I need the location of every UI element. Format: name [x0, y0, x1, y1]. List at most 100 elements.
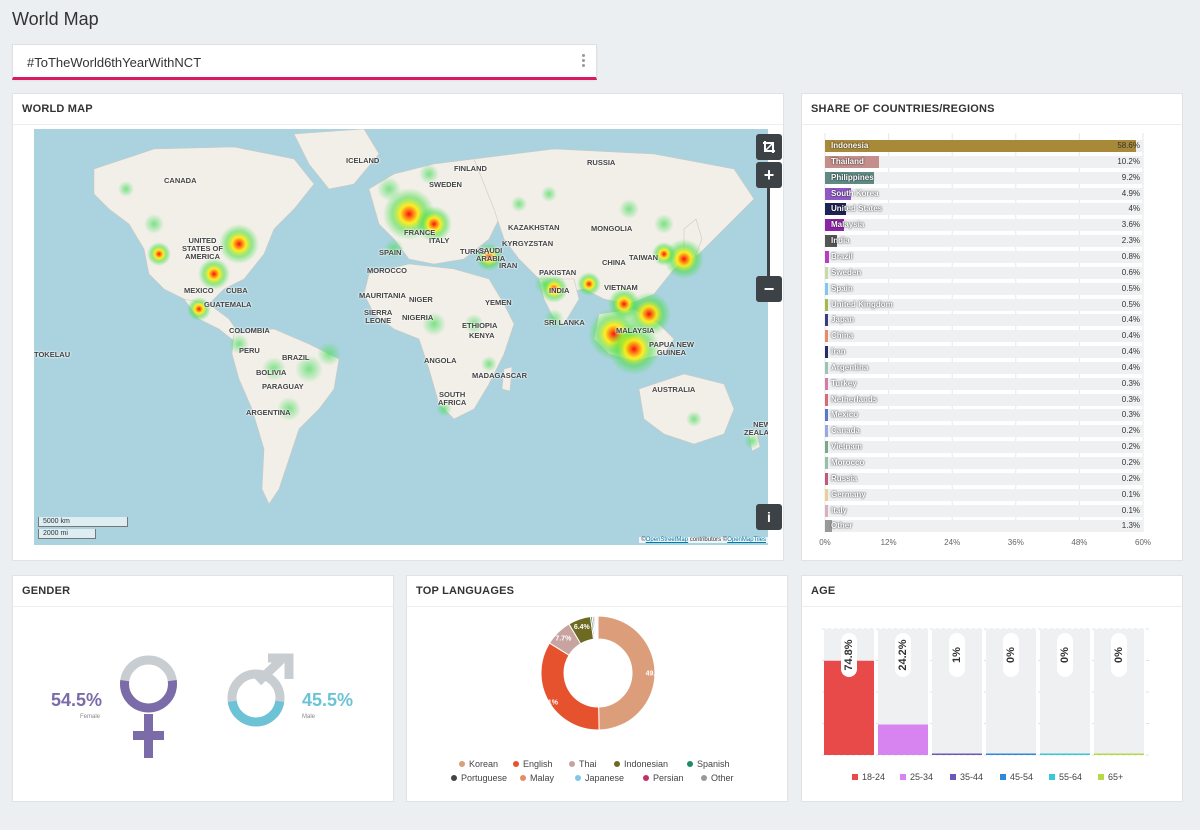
share-bar-row[interactable]: China 0.4%	[825, 330, 1143, 343]
share-bar-row[interactable]: Netherlands 0.3%	[825, 393, 1143, 406]
age-bar	[1040, 753, 1090, 755]
more-options-icon[interactable]	[582, 54, 586, 70]
map-land-svg	[93, 129, 761, 505]
share-bar-row[interactable]: Russia 0.2%	[825, 472, 1143, 485]
age-legend-item[interactable]: 35-44	[950, 772, 983, 782]
legend-dot-icon	[643, 775, 649, 781]
legend-label: 35-44	[960, 772, 984, 782]
share-bar	[825, 298, 828, 311]
age-legend-item[interactable]: 45-54	[1000, 772, 1033, 782]
share-bar-label: Russia	[831, 473, 858, 483]
legend-label: 65+	[1108, 772, 1124, 782]
share-bar-row[interactable]: Argentina 0.4%	[825, 361, 1143, 374]
share-bar-row[interactable]: Mexico 0.3%	[825, 409, 1143, 422]
share-bar-row[interactable]: South Korea 4.9%	[825, 187, 1143, 200]
share-bar-row[interactable]: Vietnam 0.2%	[825, 441, 1143, 454]
legend-dot-icon	[459, 761, 465, 767]
share-bar-row[interactable]: Morocco 0.2%	[825, 457, 1143, 469]
age-legend-item[interactable]: 65+	[1098, 772, 1123, 782]
legend-dot-icon	[451, 775, 457, 781]
language-legend-item[interactable]: Persian	[643, 773, 684, 783]
share-bar	[825, 393, 828, 406]
share-bar-value: 0.4%	[1121, 331, 1140, 341]
share-bar-value: 0.2%	[1121, 426, 1140, 436]
osm-link[interactable]: OpenStreetMap	[645, 537, 689, 543]
zoom-slider-track[interactable]	[767, 188, 770, 296]
language-legend-item[interactable]: Spanish	[687, 759, 730, 769]
share-bar-row[interactable]: Brazil 0.8%	[825, 250, 1143, 263]
share-bar-value: 10.2%	[1117, 156, 1140, 166]
hashtag-selector[interactable]: #ToTheWorld6thYearWithNCT	[12, 44, 597, 80]
share-bar-row[interactable]: Canada 0.2%	[825, 425, 1143, 438]
map-label: CUBA	[226, 286, 248, 295]
age-chart: 74.8% 24.2% 1% 0% 0% 0%	[822, 628, 1152, 756]
share-bar-label: Brazil	[831, 251, 853, 261]
share-bar-row[interactable]: Germany 0.1%	[825, 488, 1143, 501]
language-legend-item[interactable]: Korean	[459, 759, 498, 769]
share-bar-row[interactable]: Malaysia 3.6%	[825, 219, 1143, 232]
zoom-out-button[interactable]: −	[756, 276, 782, 302]
language-legend-item[interactable]: Indonesian	[614, 759, 668, 769]
language-legend-item[interactable]: English	[513, 759, 553, 769]
share-bar-label: Netherlands	[831, 394, 878, 404]
age-legend-item[interactable]: 55-64	[1049, 772, 1082, 782]
map-label: SWEDEN	[429, 180, 462, 189]
map-label: KENYA	[469, 331, 495, 340]
share-bar	[825, 266, 829, 279]
share-bar-value: 0.8%	[1121, 251, 1140, 261]
share-bar-value: 0.2%	[1121, 473, 1140, 483]
map-label: KYRGYZSTAN	[502, 239, 554, 248]
share-bar	[825, 187, 851, 200]
share-bar-row[interactable]: Indonesia 58.6%	[825, 140, 1143, 152]
share-bar-row[interactable]: Sweden 0.6%	[825, 266, 1143, 279]
map-label: ETHIOPIA	[462, 321, 498, 330]
crop-button[interactable]	[756, 134, 782, 160]
legend-dot-icon	[513, 761, 519, 767]
share-bar-row[interactable]: Turkey 0.3%	[825, 377, 1143, 390]
female-percent: 54.5%	[51, 690, 103, 710]
share-bar	[825, 330, 828, 343]
language-legend-item[interactable]: Thai	[569, 759, 597, 769]
map-label: SIERRA LEONE	[364, 308, 393, 325]
language-slice-label: 7.7%	[555, 636, 572, 643]
share-bar	[825, 346, 828, 359]
share-bar-row[interactable]: United Kingdom 0.5%	[825, 298, 1143, 311]
share-axis-tick: 12%	[880, 538, 897, 547]
age-bar-label: 0%	[1005, 647, 1017, 663]
age-label-pill	[949, 633, 965, 677]
share-bar	[825, 377, 828, 390]
share-bar-row[interactable]: Other 1.3%	[825, 520, 1143, 533]
share-bar-row[interactable]: India 2.3%	[825, 235, 1143, 248]
language-legend-item[interactable]: Japanese	[575, 773, 624, 783]
age-legend-item[interactable]: 25-34	[900, 772, 933, 782]
share-bar-label: United States	[831, 204, 883, 214]
share-bar-row[interactable]: Japan 0.4%	[825, 314, 1143, 327]
share-bar-row[interactable]: Thailand 10.2%	[825, 155, 1143, 168]
info-button[interactable]: i	[756, 504, 782, 530]
omt-link[interactable]: OpenMapTiles	[727, 537, 766, 543]
share-bar-row[interactable]: Italy 0.1%	[825, 504, 1143, 517]
language-legend-item[interactable]: Other	[701, 773, 734, 783]
zoom-in-button[interactable]: +	[756, 162, 782, 188]
language-legend-item[interactable]: Malay	[520, 773, 554, 783]
share-bar-row[interactable]: Spain 0.5%	[825, 282, 1143, 295]
share-bar-value: 0.3%	[1121, 378, 1140, 388]
age-legend-item[interactable]: 18-24	[852, 772, 885, 782]
share-bar-row[interactable]: Iran 0.4%	[825, 346, 1143, 359]
share-bar-row[interactable]: United States 4%	[825, 203, 1143, 216]
map-label: MEXICO	[184, 286, 214, 295]
age-bar-label: 0%	[1113, 647, 1125, 663]
share-bar-value: 0.4%	[1121, 347, 1140, 357]
share-bar-value: 0.1%	[1121, 489, 1140, 499]
share-bar-label: Mexico	[831, 410, 859, 420]
world-map[interactable]: ICELAND FINLAND SWEDEN RUSSIA CANADA UNITED S…	[34, 129, 768, 545]
share-bar	[825, 235, 838, 248]
share-bar-row[interactable]: Philippines 9.2%	[825, 171, 1143, 184]
age-title: AGE	[811, 585, 836, 597]
map-label: ANGOLA	[424, 356, 457, 365]
map-label: MALAYSIA	[616, 326, 655, 335]
language-legend-item[interactable]: Portuguese	[451, 773, 507, 783]
map-label: YEMEN	[485, 298, 512, 307]
share-bar-label: Spain	[831, 283, 853, 293]
legend-label: Malay	[530, 773, 555, 783]
